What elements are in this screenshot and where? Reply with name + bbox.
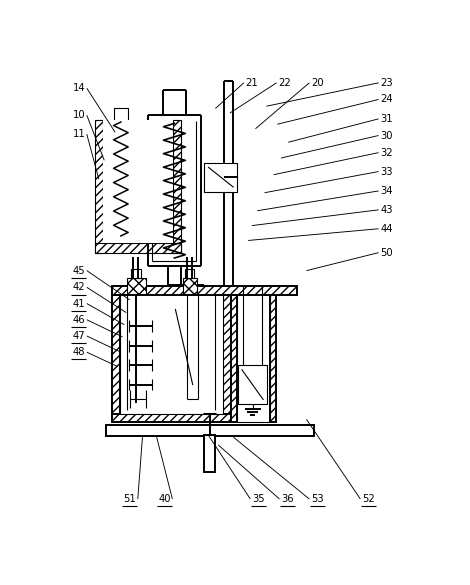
Text: 40: 40: [158, 494, 171, 504]
Text: 48: 48: [72, 347, 85, 357]
Bar: [114, 108, 128, 122]
Bar: [204, 435, 215, 472]
Bar: [270, 285, 276, 422]
Text: 21: 21: [245, 78, 258, 88]
Text: 32: 32: [380, 147, 393, 157]
Text: 30: 30: [380, 130, 393, 140]
Text: 24: 24: [380, 95, 393, 105]
Bar: [238, 365, 267, 404]
Bar: [111, 285, 298, 295]
Bar: [95, 120, 103, 253]
Bar: [173, 120, 181, 253]
Bar: [103, 120, 173, 243]
Bar: [111, 295, 119, 422]
Bar: [119, 295, 223, 414]
Text: 33: 33: [380, 167, 393, 177]
Bar: [131, 269, 141, 278]
Text: 44: 44: [380, 223, 393, 234]
Text: 36: 36: [281, 494, 294, 504]
Bar: [111, 414, 231, 422]
Text: 41: 41: [72, 298, 85, 308]
Text: 45: 45: [72, 266, 85, 276]
Text: 47: 47: [72, 331, 85, 341]
Text: 20: 20: [311, 78, 324, 88]
Bar: [95, 243, 181, 253]
Bar: [185, 269, 194, 278]
Text: 14: 14: [72, 83, 85, 93]
Text: 10: 10: [72, 110, 85, 121]
Text: 51: 51: [124, 494, 136, 504]
Bar: [231, 285, 236, 422]
Text: 34: 34: [380, 186, 393, 196]
Text: 46: 46: [72, 315, 85, 325]
Text: 23: 23: [380, 78, 393, 88]
Text: 43: 43: [380, 205, 393, 215]
Text: 31: 31: [380, 114, 393, 124]
Text: 35: 35: [252, 494, 265, 504]
Text: 11: 11: [72, 129, 85, 139]
Text: 42: 42: [72, 283, 85, 292]
Bar: [127, 278, 146, 294]
Bar: [204, 163, 237, 192]
Text: 22: 22: [278, 78, 291, 88]
Bar: [106, 425, 314, 436]
Bar: [183, 278, 197, 294]
Text: 53: 53: [311, 494, 324, 504]
Bar: [223, 295, 231, 422]
Text: 52: 52: [362, 494, 375, 504]
Text: 50: 50: [380, 247, 393, 257]
